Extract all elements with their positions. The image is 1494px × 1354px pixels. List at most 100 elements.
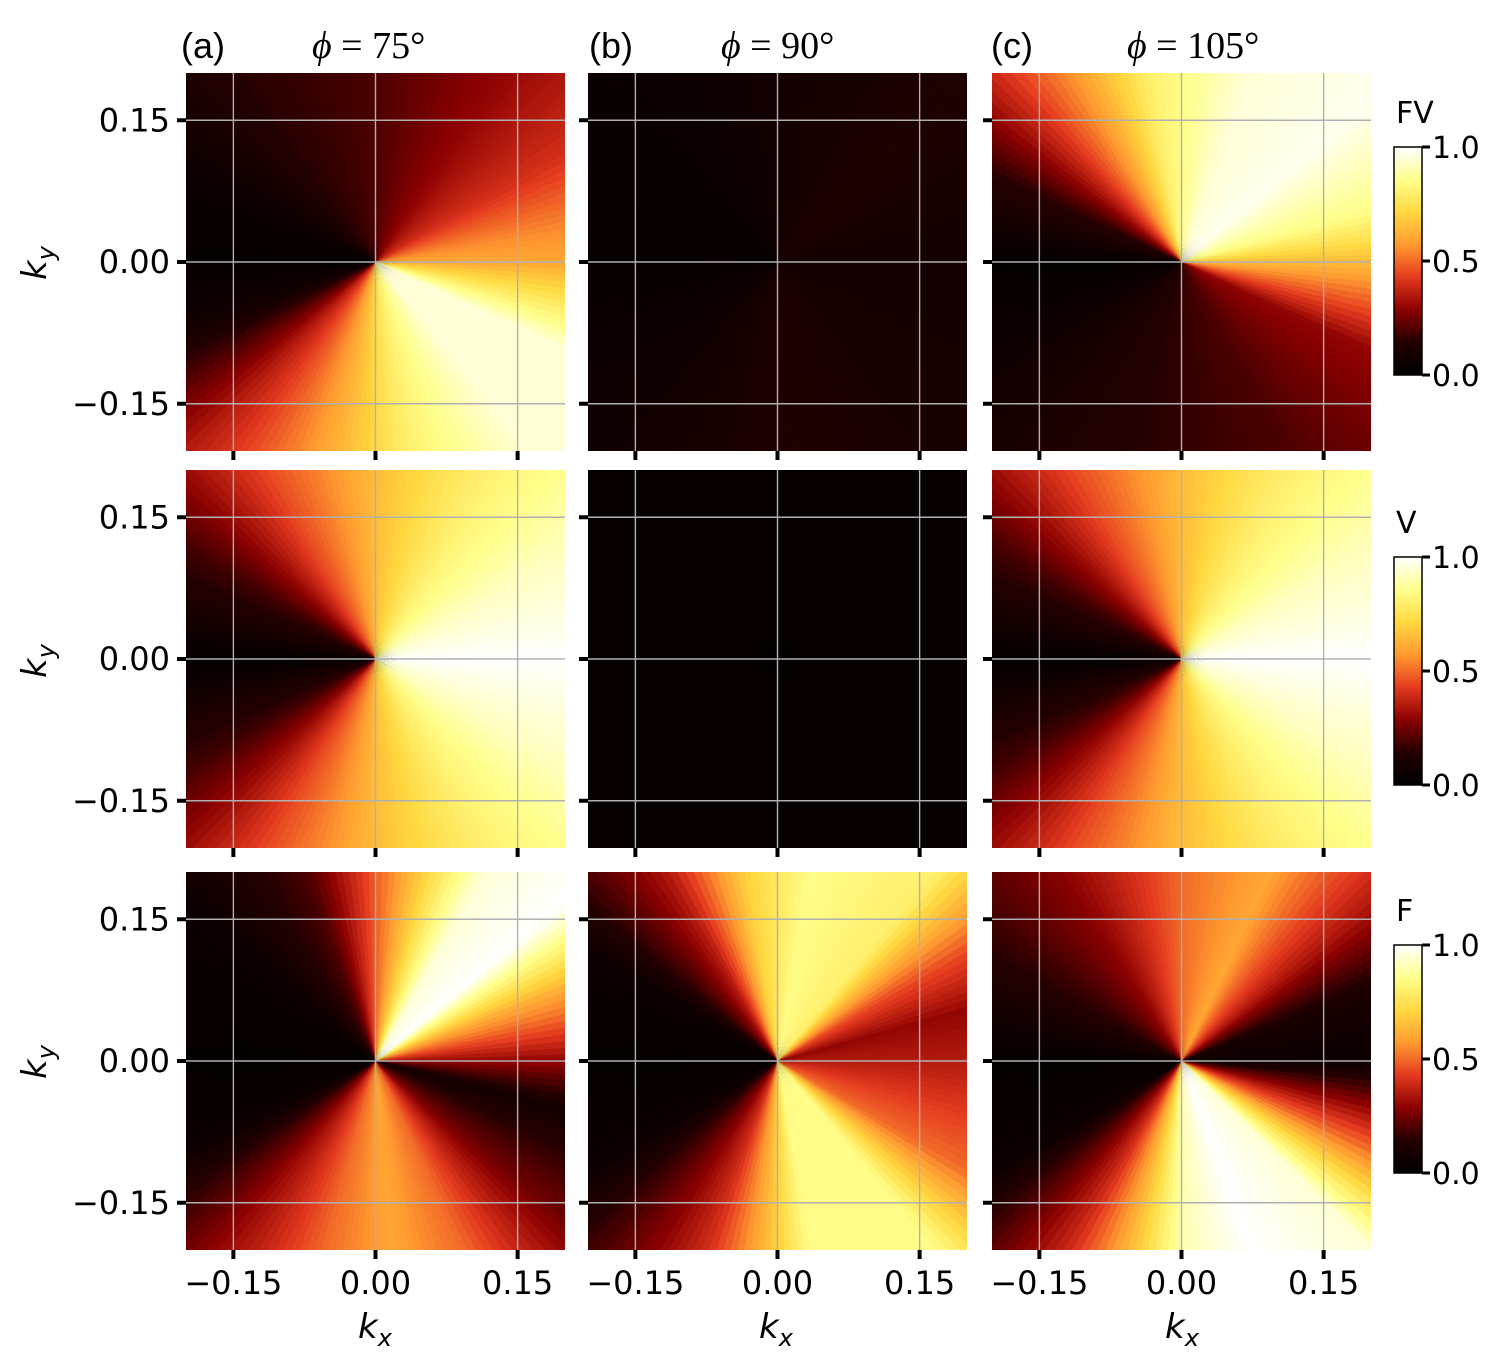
heatmap-wedge [1105,1061,1182,1250]
heatmap-wedge [186,152,376,262]
heatmap-wedge [588,992,778,1061]
heatmap-wedge [186,1061,376,1083]
x-axis-label-col-2: kx [759,1307,794,1352]
y-tick-label: −0.15 [72,385,170,423]
y-tick-label: −0.15 [72,782,170,820]
y-tick-label: 0.00 [99,243,170,281]
heatmap-wedge [360,872,376,1061]
heatmap-wedge [1181,659,1197,848]
heatmap-wedge [992,992,1182,1061]
x-tick-label: 0.15 [1288,1264,1359,1302]
heatmap-wedge [992,659,1182,675]
heatmap-wedge [1166,73,1182,262]
x-tick-label: 0.15 [482,1264,553,1302]
heatmap-wedge [275,659,376,848]
heatmap-panel-F-phi-90° [588,872,967,1250]
heatmap-wedge [186,549,376,659]
heatmap-wedge [777,470,887,659]
heatmap-wedge [1181,659,1204,848]
heatmap-wedge [1181,1061,1197,1250]
heatmap-wedge [1159,872,1182,1061]
x-tick-label: 0.00 [742,1264,813,1302]
heatmap-wedge [360,470,376,659]
colorbar-tick-label: 0.5 [1432,1043,1480,1078]
heatmap-wedge [588,262,778,278]
heatmap-wedge [992,1061,1182,1077]
heatmap-wedge [777,73,887,262]
colorbar-V: V 0.0 0.5 1.0 [1393,506,1480,804]
colorbars: FV 0.0 0.5 1.0 V 0.0 0.5 1.0 F 0.0 0.5 1.0 [1393,96,1480,1192]
heatmap-wedge [716,1061,778,1250]
heatmap-wedge [777,1061,967,1138]
heatmap-wedge [677,659,778,848]
heatmap-wedge [588,1061,778,1083]
y-axis-label-row-3: ky [15,1044,60,1079]
heatmap-panel-F-phi-105° [992,872,1371,1250]
heatmap-panel-V-phi-75° [186,470,565,848]
heatmap-wedge [1181,1061,1204,1250]
heatmap-wedge [186,992,376,1061]
x-tick-label: −0.15 [990,1264,1088,1302]
heatmap-wedge [375,262,565,296]
x-tick-label: −0.15 [586,1264,684,1302]
heatmap-wedge [186,262,376,278]
heatmap-wedge [375,470,476,659]
heatmap-wedge [375,659,565,693]
heatmap-wedge [1072,659,1182,848]
heatmap-wedge [1181,470,1291,659]
phi-value: = 105° [1147,25,1260,67]
colorbar-tick-label: 0.0 [1432,359,1480,394]
heatmap-panel-FV-phi-90° [588,73,967,451]
panel-label-a: (a) [181,25,225,66]
heatmap-wedge [777,470,811,659]
heatmap-wedge [777,1039,967,1061]
heatmap-wedge [588,625,778,659]
colorbar-gradient [1393,556,1423,786]
heatmap-wedge [375,1039,565,1061]
heatmap-wedge [777,73,937,262]
heatmap-wedge [708,659,778,848]
heatmap-wedge [777,659,793,848]
column-title-phi-75: ϕ = 75° [312,25,425,67]
x-tick-label: 0.00 [1146,1264,1217,1302]
phi-symbol: ϕ [721,25,741,67]
heatmap-wedge [186,1061,376,1077]
phi-value: = 75° [332,25,426,67]
colorbar-gradient [1393,944,1423,1174]
heatmap-wedge [1166,872,1182,1061]
heatmap-wedge [186,143,376,262]
heatmap-wedge [1159,73,1182,262]
heatmap-panel-F-phi-75° [186,872,565,1250]
heatmap-wedge [1181,262,1204,451]
heatmap-wedge [1072,262,1182,451]
y-tick-label: 0.00 [99,640,170,678]
colorbar-tick-label: 0.5 [1432,245,1480,280]
heatmap-wedge [186,951,376,1061]
x-tick-label: −0.15 [184,1264,282,1302]
colorbar-gradient [1393,146,1423,376]
column-title-phi-105: ϕ = 105° [1127,25,1259,67]
heatmap-wedge [186,999,376,1061]
heatmap-wedge [992,1061,1182,1083]
heatmap-wedge [314,659,376,848]
heatmap-wedge [1166,470,1182,659]
heatmap-wedge [186,659,376,675]
heatmap-wedge [777,470,847,659]
heatmap-wedge [375,872,437,1061]
heatmap-wedge [777,246,967,262]
heatmap-wedge [777,872,878,1061]
heatmap-wedge [588,659,778,675]
colorbar-tick-label: 0.5 [1432,655,1480,690]
heatmap-wedge [762,470,778,659]
colorbar-label: F [1396,894,1413,929]
heatmap-wedge [375,262,391,451]
heatmap-panel-V-phi-105° [992,470,1371,848]
heatmap-wedge [588,597,778,659]
heatmap-panel-V-phi-90° [588,470,967,848]
heatmap-wedge [186,597,376,659]
phi-symbol: ϕ [312,25,332,67]
heatmap-wedge [668,659,778,848]
colorbar-tick-label: 0.0 [1432,769,1480,804]
x-tick-label: 0.15 [884,1264,955,1302]
